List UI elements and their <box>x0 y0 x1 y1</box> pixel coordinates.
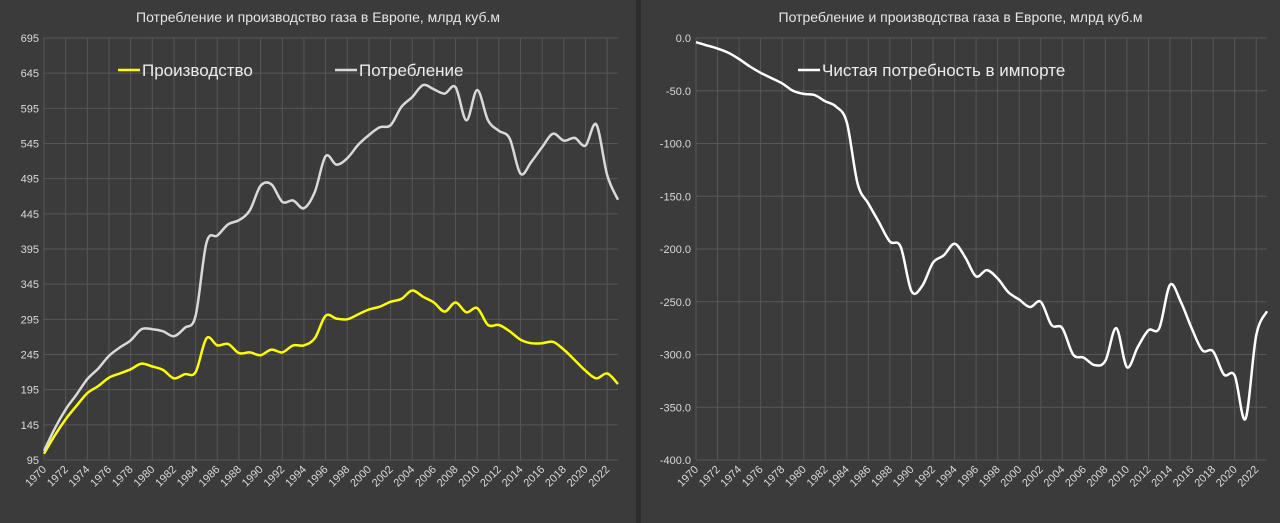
y-tick-label: 345 <box>21 279 39 291</box>
x-tick-label: 1976 <box>740 464 766 490</box>
x-tick-label: 2004 <box>392 464 418 490</box>
x-tick-label: 1996 <box>955 464 981 490</box>
x-tick-label: 2002 <box>370 464 396 490</box>
x-tick-label: 2008 <box>435 464 461 490</box>
x-tick-label: 1998 <box>327 464 353 490</box>
x-tick-label: 1986 <box>848 464 874 490</box>
x-tick-label: 1994 <box>283 464 309 490</box>
y-tick-label: 595 <box>21 103 39 115</box>
x-tick-label: 2012 <box>1128 464 1154 490</box>
x-tick-label: 2022 <box>586 464 612 490</box>
import-need-chart: 0.0 -50.0 -100.0 -150.0 -200.0 -250.0 -300.0 -3… <box>660 33 1269 490</box>
x-tick-label: 1990 <box>891 464 917 490</box>
y-tick-label: -150.0 <box>660 191 691 203</box>
x-tick-label: 1996 <box>305 464 331 490</box>
x-tick-label: 2002 <box>1020 464 1046 490</box>
y-tick-label: -200.0 <box>660 244 691 256</box>
x-tick-label: 1976 <box>88 464 114 490</box>
x-tick-label: 1972 <box>45 464 71 490</box>
x-tick-label: 2018 <box>1192 464 1218 490</box>
production-consumption-chart: 95 145 195 245 295 345 395 445 495 545 595 645 695 19… <box>21 33 620 490</box>
x-tick-label: 2010 <box>1106 464 1132 490</box>
x-tick-label: 2016 <box>1171 464 1197 490</box>
x-tick-label: 2000 <box>999 464 1025 490</box>
y-tick-label: -250.0 <box>660 297 691 309</box>
x-tick-label: 1972 <box>697 464 723 490</box>
x-tick-label: 1974 <box>67 464 93 490</box>
x-tick-label: 2014 <box>1149 464 1175 490</box>
y-tick-label: 95 <box>27 455 39 467</box>
y-tick-label: -400.0 <box>660 455 691 467</box>
x-tick-label: 1978 <box>762 464 788 490</box>
y-tick-label: 495 <box>21 174 39 186</box>
x-tick-label: 1974 <box>718 464 744 490</box>
x-tick-label: 1988 <box>218 464 244 490</box>
x-tick-label: 2022 <box>1236 464 1262 490</box>
x-tick-label: 1980 <box>783 464 809 490</box>
x-tick-label: 1988 <box>869 464 895 490</box>
x-tick-label: 1984 <box>175 464 201 490</box>
y-tick-label: 645 <box>21 68 39 80</box>
x-tick-label: 2018 <box>543 464 569 490</box>
legend-label: Потребление <box>359 61 464 80</box>
x-tick-label: 2012 <box>478 464 504 490</box>
x-tick-label: 1978 <box>110 464 136 490</box>
y-tick-label: -350.0 <box>660 402 691 414</box>
x-tick-label: 1992 <box>912 464 938 490</box>
x-tick-label: 1986 <box>197 464 223 490</box>
import-need-chart-panel: Потребление и производства газа в Европе… <box>641 0 1280 523</box>
x-tick-label: 2020 <box>1214 464 1240 490</box>
y-tick-label: 395 <box>21 244 39 256</box>
series-line-1 <box>695 40 1269 421</box>
series-line-2 <box>42 83 620 452</box>
y-tick-label: -100.0 <box>660 139 691 151</box>
x-tick-label: 2010 <box>457 464 483 490</box>
x-tick-label: 1980 <box>132 464 158 490</box>
x-tick-label: 1990 <box>240 464 266 490</box>
x-tick-label: 2008 <box>1085 464 1111 490</box>
y-tick-label: 245 <box>21 350 39 362</box>
legend-label: Производство <box>142 61 253 80</box>
x-tick-label: 2016 <box>522 464 548 490</box>
x-tick-label: 1998 <box>977 464 1003 490</box>
x-tick-label: 2004 <box>1042 464 1068 490</box>
x-tick-label: 1982 <box>805 464 831 490</box>
x-tick-label: 1992 <box>262 464 288 490</box>
chart-title: Потребление и производство газа в Европе… <box>136 9 500 25</box>
y-tick-label: 145 <box>21 420 39 432</box>
x-tick-label: 1994 <box>934 464 960 490</box>
x-tick-label: 2020 <box>565 464 591 490</box>
x-tick-label: 2014 <box>500 464 526 490</box>
y-tick-label: 195 <box>21 385 39 397</box>
production-consumption-chart-panel: Потребление и производство газа в Европе… <box>0 0 636 523</box>
x-tick-label: 2000 <box>348 464 374 490</box>
x-tick-label: 1984 <box>826 464 852 490</box>
y-tick-label: 0.0 <box>676 33 691 45</box>
y-tick-label: 445 <box>21 209 39 221</box>
y-tick-label: -300.0 <box>660 350 691 362</box>
legend-label: Чистая потребность в импорте <box>822 61 1065 80</box>
y-tick-label: -50.0 <box>666 86 691 98</box>
x-tick-label: 1970 <box>23 464 49 490</box>
panel-divider <box>636 0 641 523</box>
y-tick-label: 695 <box>21 33 39 45</box>
chart-title: Потребление и производства газа в Европе… <box>778 9 1143 25</box>
y-tick-label: 295 <box>21 314 39 326</box>
x-tick-label: 1970 <box>675 464 701 490</box>
series-line-1 <box>42 289 619 455</box>
x-tick-label: 2006 <box>1063 464 1089 490</box>
y-tick-label: 545 <box>21 139 39 151</box>
x-tick-label: 2006 <box>413 464 439 490</box>
x-tick-label: 1982 <box>153 464 179 490</box>
